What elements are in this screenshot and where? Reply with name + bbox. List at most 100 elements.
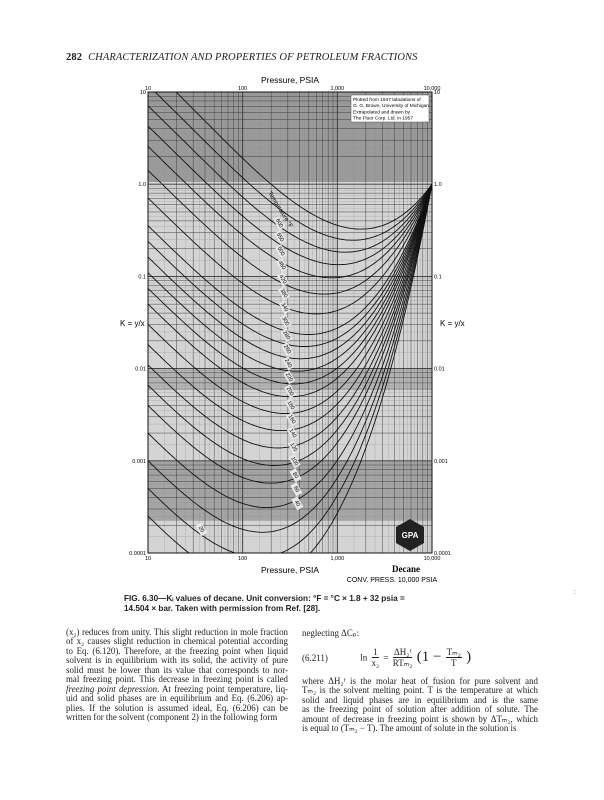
temperature-label: 20 xyxy=(197,525,205,533)
temperature-label: 80 xyxy=(291,471,299,479)
text-line: mal freezing point. This decrease in fre… xyxy=(66,674,288,685)
y-tick-label: 0.01 xyxy=(434,367,445,373)
label-bg xyxy=(275,244,288,259)
bottom-axis-title: Pressure, PSIA xyxy=(261,565,319,575)
label-bg xyxy=(285,412,298,427)
y-tick-label: 0.1 xyxy=(138,274,146,280)
temperature-label: 100 xyxy=(289,456,299,467)
y-tick-label: 0.1 xyxy=(434,274,442,280)
temperature-label: 550 xyxy=(275,232,285,243)
label-bg xyxy=(290,482,303,497)
y-tick-label: 0.01 xyxy=(135,367,146,373)
text-line: (x₂) reduces from unity. This slight red… xyxy=(66,627,288,637)
label-bg xyxy=(195,522,208,537)
isotherm-curve xyxy=(148,184,432,385)
temperature-label: 300 xyxy=(280,316,290,327)
temperature-label: 600 xyxy=(274,218,284,229)
text-line: written for the solvent (component 2) in… xyxy=(66,711,278,722)
caption-line: FIG. 6.30—Kᵢ values of decane. Unit conv… xyxy=(124,594,405,603)
isotherm-curve xyxy=(148,184,432,466)
y-tick-label: 1.0 xyxy=(138,182,146,188)
text-line: solid must be lower than its value that … xyxy=(66,664,288,675)
eq-in-den: T xyxy=(451,658,457,668)
x-tick-label: 10,000 xyxy=(424,86,441,92)
label-bg xyxy=(289,468,302,483)
isotherm-curve xyxy=(148,184,432,347)
compound-name: Decane xyxy=(392,564,420,574)
isotherm-curve xyxy=(148,184,432,335)
note-line: The Fluor Corp. Ltd. in 1957 xyxy=(353,116,413,122)
isotherm-curve xyxy=(175,92,432,230)
label-bg xyxy=(286,426,299,441)
italic-term: freezing point depression xyxy=(66,683,158,694)
eq-fn: ln xyxy=(360,652,368,663)
temperature-label: 140 xyxy=(287,428,297,439)
label-bg xyxy=(278,300,291,315)
eq-rhs-num: ΔH₂ᶠ xyxy=(392,647,413,658)
y-tick-label: 1.0 xyxy=(434,182,442,188)
label-bg xyxy=(288,454,301,469)
plot-frame xyxy=(147,91,433,554)
text-line: of x₂ causes slight reduction in chemica… xyxy=(66,636,288,647)
text-line: as the freezing point of solution after … xyxy=(302,704,538,715)
x-tick-label: 100 xyxy=(238,86,247,92)
label-bg xyxy=(279,314,292,329)
page-number: 282 xyxy=(66,52,83,63)
temperature-label: 180 xyxy=(286,400,296,411)
y-tick-label: 0.001 xyxy=(132,459,146,465)
label-bg xyxy=(291,496,304,511)
temperature-label: 380 xyxy=(278,288,288,299)
isotherm-curve xyxy=(148,146,432,279)
label-bg xyxy=(276,272,289,287)
text-line: Tₘ₂ is the solvent melting point. T is t… xyxy=(302,685,538,696)
text-line: plies. If the solution is assumed ideal,… xyxy=(66,702,288,713)
text-line: solvent is in equilibrium with its solid… xyxy=(66,655,288,666)
label-bg xyxy=(273,216,286,231)
text-line: where ΔH₂ᶠ is the molar heat of fusion f… xyxy=(302,676,538,686)
temperature-label: 280 xyxy=(281,330,291,341)
temperature-label: 120 xyxy=(288,442,298,453)
text-line: to Eq. (6.120). Therefore, at the freezi… xyxy=(66,645,288,656)
eq-frac: 1 x₂ xyxy=(371,647,380,668)
text-line: freezing point depression. At freezing p… xyxy=(66,683,288,694)
eq-rhs-den: RTₘ₂ xyxy=(392,658,413,668)
temperature-label: 220 xyxy=(284,372,294,383)
temperature-label: 40 xyxy=(293,499,301,507)
label-bg xyxy=(283,370,296,385)
x-tick-label: 1,000 xyxy=(330,86,344,92)
caption-line: 14.504 × bar. Taken with permission from… xyxy=(124,604,321,613)
temperature-label: 160 xyxy=(287,414,297,425)
right-intro: neglecting ΔCₚ: xyxy=(302,628,360,638)
y-axis-label-left: K = y/x xyxy=(120,319,145,328)
label-bg xyxy=(284,384,297,399)
isotherm-curve xyxy=(148,184,432,533)
text-line: uid and solid phases are in equilibrium … xyxy=(66,693,288,704)
y-axis-label-right: K = y/x xyxy=(440,319,465,328)
left-column: (x₂) reduces from unity. This slight red… xyxy=(66,627,288,722)
label-bg xyxy=(287,440,300,455)
x-tick-label: 10,000 xyxy=(424,556,441,562)
label-bg xyxy=(280,328,293,343)
text-line: amount of decrease in freezing point is … xyxy=(302,713,538,724)
text-segment: . At freezing point temperature, liq- xyxy=(157,683,288,694)
right-column: where ΔH₂ᶠ is the molar heat of fusion f… xyxy=(302,676,538,734)
eq-frac: ΔH₂ᶠ RTₘ₂ xyxy=(392,647,413,668)
temperature-label: 340 xyxy=(279,302,289,313)
x-tick-label: 1,000 xyxy=(330,556,344,562)
label-bg xyxy=(281,342,294,357)
text-line: is equal to (Tₘ₂ − T). The amount of sol… xyxy=(302,723,517,734)
isotherm-curve xyxy=(148,184,432,509)
label-bg xyxy=(275,258,289,273)
isotherm-curve xyxy=(154,92,432,241)
temperature-label: 200 xyxy=(285,386,295,397)
label-bg xyxy=(282,356,295,371)
y-tick-label: 0.0001 xyxy=(129,551,146,557)
eq-sign: = xyxy=(383,652,389,663)
isotherm-curve xyxy=(148,105,432,253)
eq-in-num: Tₘ₂ xyxy=(445,647,462,658)
text-line: solid and liquid phases are in equilibri… xyxy=(302,694,538,705)
isotherm-curve xyxy=(148,184,432,484)
eq-lhs-num: 1 xyxy=(371,647,380,658)
isotherm-curve xyxy=(148,184,432,315)
label-bg xyxy=(274,230,287,245)
